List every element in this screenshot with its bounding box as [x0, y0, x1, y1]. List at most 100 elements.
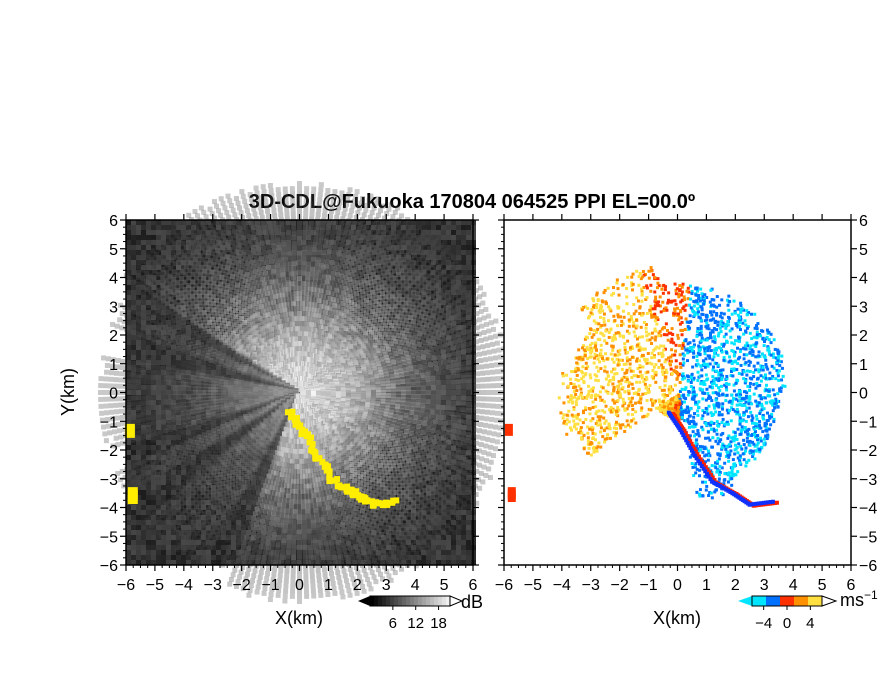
noise-cell — [426, 220, 431, 225]
signal-cell — [490, 383, 496, 389]
noise-cell — [466, 240, 471, 245]
noise-cell — [456, 545, 461, 550]
noise-cell — [141, 555, 146, 560]
noise-cell — [246, 240, 251, 245]
noise-cell — [181, 270, 186, 275]
noise-cell — [286, 230, 291, 235]
noise-cell — [161, 540, 166, 545]
signal-cell — [440, 384, 446, 390]
noise-cell — [156, 550, 161, 555]
noise-cell — [406, 260, 411, 265]
noise-cell — [131, 510, 136, 515]
noise-cell — [161, 240, 166, 245]
noise-cell — [151, 545, 156, 550]
noise-cell — [296, 265, 301, 270]
noise-cell — [236, 230, 241, 235]
noise-cell — [131, 340, 136, 345]
noise-cell — [431, 235, 436, 240]
noise-cell — [206, 265, 211, 270]
noise-cell — [426, 260, 431, 265]
noise-cell — [351, 265, 356, 270]
noise-cell — [151, 235, 156, 240]
noise-cell — [236, 250, 241, 255]
noise-cell — [396, 235, 401, 240]
noise-cell — [146, 265, 151, 270]
noise-cell — [291, 230, 296, 235]
noise-cell — [466, 540, 471, 545]
noise-cell — [276, 220, 281, 225]
noise-cell — [411, 255, 416, 260]
noise-cell — [411, 230, 416, 235]
noise-cell — [136, 450, 141, 455]
noise-cell — [181, 265, 186, 270]
noise-cell — [376, 245, 381, 250]
noise-cell — [371, 220, 376, 225]
noise-cell — [451, 220, 456, 225]
noise-cell — [136, 510, 141, 515]
noise-cell — [166, 255, 171, 260]
noise-cell — [181, 220, 186, 225]
noise-cell — [341, 235, 346, 240]
noise-cell — [376, 230, 381, 235]
noise-cell — [146, 270, 151, 275]
noise-cell — [156, 265, 161, 270]
noise-cell — [146, 545, 151, 550]
noise-cell — [141, 550, 146, 555]
noise-cell — [366, 220, 371, 225]
noise-cell — [161, 490, 166, 495]
noise-cell — [141, 495, 146, 500]
noise-cell — [311, 225, 316, 230]
noise-cell — [171, 535, 176, 540]
noise-cell — [461, 530, 466, 535]
noise-cell — [306, 220, 311, 225]
noise-cell — [191, 240, 196, 245]
noise-cell — [201, 240, 206, 245]
noise-cell — [331, 250, 336, 255]
signal-cell — [450, 379, 456, 385]
noise-cell — [306, 250, 311, 255]
noise-cell — [406, 255, 411, 260]
noise-cell — [186, 230, 191, 235]
noise-cell — [386, 235, 391, 240]
noise-cell — [221, 220, 226, 225]
noise-cell — [416, 265, 421, 270]
noise-cell — [431, 255, 436, 260]
noise-cell — [146, 245, 151, 250]
noise-cell — [386, 230, 391, 235]
noise-cell — [346, 225, 351, 230]
noise-cell — [466, 255, 471, 260]
noise-cell — [231, 255, 236, 260]
noise-cell — [261, 245, 266, 250]
noise-cell — [386, 225, 391, 230]
noise-cell — [136, 445, 141, 450]
noise-cell — [446, 250, 451, 255]
noise-cell — [151, 540, 156, 545]
noise-cell — [251, 260, 256, 265]
noise-cell — [146, 230, 151, 235]
noise-cell — [451, 250, 456, 255]
noise-cell — [256, 250, 261, 255]
noise-cell — [346, 240, 351, 245]
noise-cell — [181, 250, 186, 255]
noise-cell — [151, 480, 156, 485]
noise-cell — [321, 250, 326, 255]
noise-cell — [391, 240, 396, 245]
noise-cell — [141, 220, 146, 225]
noise-cell — [136, 520, 141, 525]
noise-cell — [371, 225, 376, 230]
noise-cell — [306, 225, 311, 230]
noise-cell — [131, 270, 136, 275]
noise-cell — [436, 250, 441, 255]
noise-cell — [371, 245, 376, 250]
noise-cell — [336, 225, 341, 230]
noise-cell — [211, 235, 216, 240]
noise-cell — [206, 245, 211, 250]
noise-cell — [191, 270, 196, 275]
noise-cell — [326, 255, 331, 260]
noise-cell — [241, 245, 246, 250]
signal-cell — [430, 380, 436, 386]
noise-cell — [396, 225, 401, 230]
noise-cell — [376, 235, 381, 240]
noise-cell — [201, 250, 206, 255]
